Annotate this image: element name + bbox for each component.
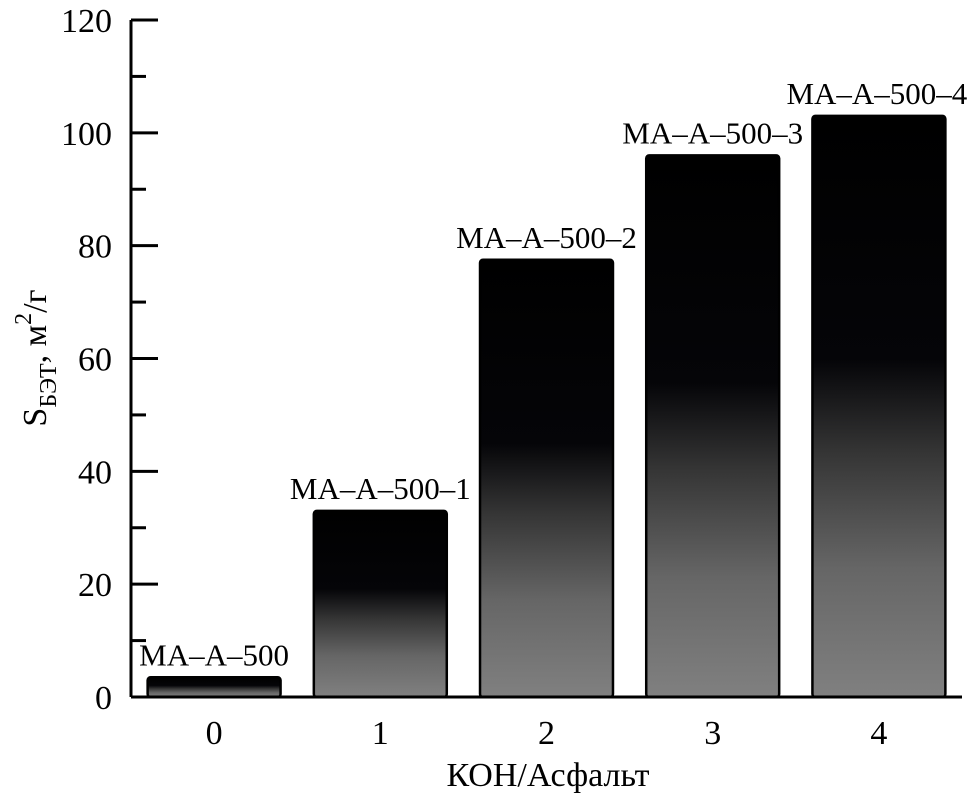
bar-4 [811, 114, 947, 699]
y-tick-label: 60 [78, 342, 112, 379]
bar-label-0: MA–A–500 [139, 637, 289, 672]
y-tick-label: 100 [61, 116, 112, 153]
y-tick-label: 80 [78, 229, 112, 266]
x-axis-title: КОН/Асфальт [446, 757, 649, 793]
x-tick-label: 3 [704, 715, 721, 752]
y-tick-label: 0 [95, 680, 112, 717]
y-axis-title-subscript: БЭТ [36, 363, 62, 408]
y-tick-label: 40 [78, 454, 112, 491]
y-tick-label: 120 [61, 3, 112, 40]
y-tick-label: 20 [78, 567, 112, 604]
x-tick-label: 4 [870, 715, 887, 752]
bar-0 [146, 676, 282, 699]
bar-label-1: MA–A–500–1 [290, 471, 471, 506]
bar-2 [478, 258, 615, 699]
bar-label-4: MA–A–500–4 [786, 76, 967, 111]
y-axis-title-superscript: 2 [11, 313, 37, 325]
y-axis: 0 20 40 60 80 100 120 [61, 3, 158, 717]
bar-1 [312, 509, 449, 699]
y-axis-title: SБЭТ, м2/г [11, 289, 62, 426]
x-tick-label: 1 [372, 715, 389, 752]
x-tick-label: 0 [206, 715, 223, 752]
bar-label-3: MA–A–500–3 [622, 115, 803, 150]
bar-3 [644, 154, 781, 699]
y-axis-title-main: S [17, 408, 54, 427]
y-axis-title-unit: , м [17, 325, 54, 364]
x-axis: 0 1 2 3 4 [131, 695, 962, 752]
bars: MA–A–500 MA–A–500–1 MA–A–500–2 MA–A–500–3 MA… [139, 76, 968, 699]
bar-label-2: MA–A–500–2 [456, 220, 637, 255]
x-tick-label: 2 [538, 715, 555, 752]
y-axis-title-suffix: /г [17, 289, 54, 312]
